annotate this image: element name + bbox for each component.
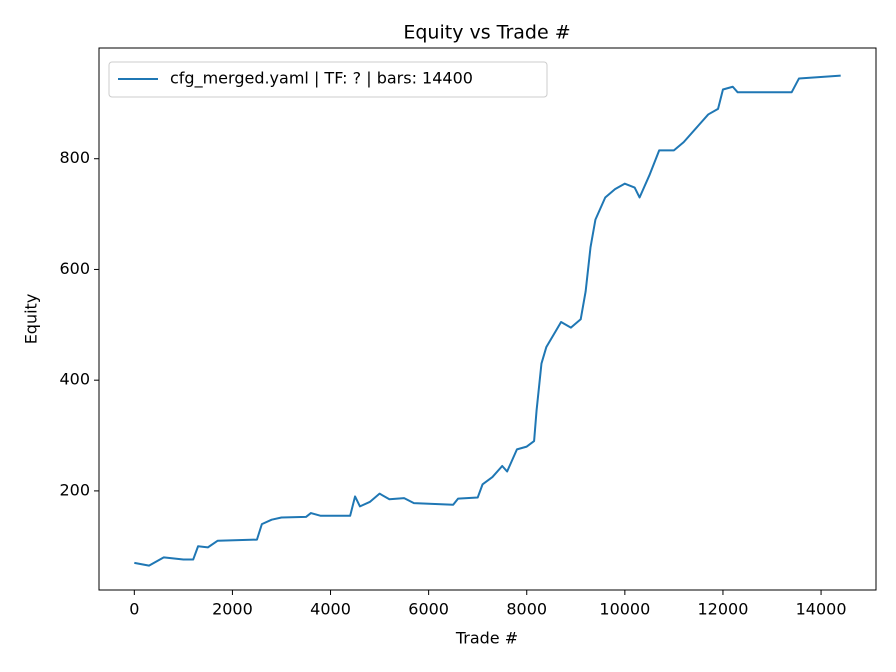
x-tick-label: 0 bbox=[129, 600, 139, 619]
axes-frame bbox=[98, 47, 877, 591]
plot-area bbox=[134, 74, 841, 567]
chart-title: Equity vs Trade # bbox=[403, 22, 570, 44]
legend-label: cfg_merged.yaml | TF: ? | bars: 14400 bbox=[170, 69, 473, 89]
x-tick-label: 4000 bbox=[310, 600, 351, 619]
y-tick-label: 200 bbox=[59, 480, 90, 499]
x-tick-label: 12000 bbox=[698, 600, 749, 619]
x-tick-label: 8000 bbox=[506, 600, 547, 619]
y-tick-label: 800 bbox=[59, 148, 90, 167]
series-line bbox=[134, 74, 841, 567]
legend-box bbox=[108, 61, 548, 98]
y-axis-label: Equity bbox=[22, 294, 41, 345]
y-tick-label: 600 bbox=[59, 259, 90, 278]
x-tick-label: 10000 bbox=[599, 600, 650, 619]
x-tick-label: 6000 bbox=[408, 600, 449, 619]
x-axis-label: Trade # bbox=[455, 629, 518, 648]
x-tick-label: 2000 bbox=[212, 600, 253, 619]
y-tick-label: 400 bbox=[59, 370, 90, 389]
x-tick-label: 14000 bbox=[796, 600, 847, 619]
